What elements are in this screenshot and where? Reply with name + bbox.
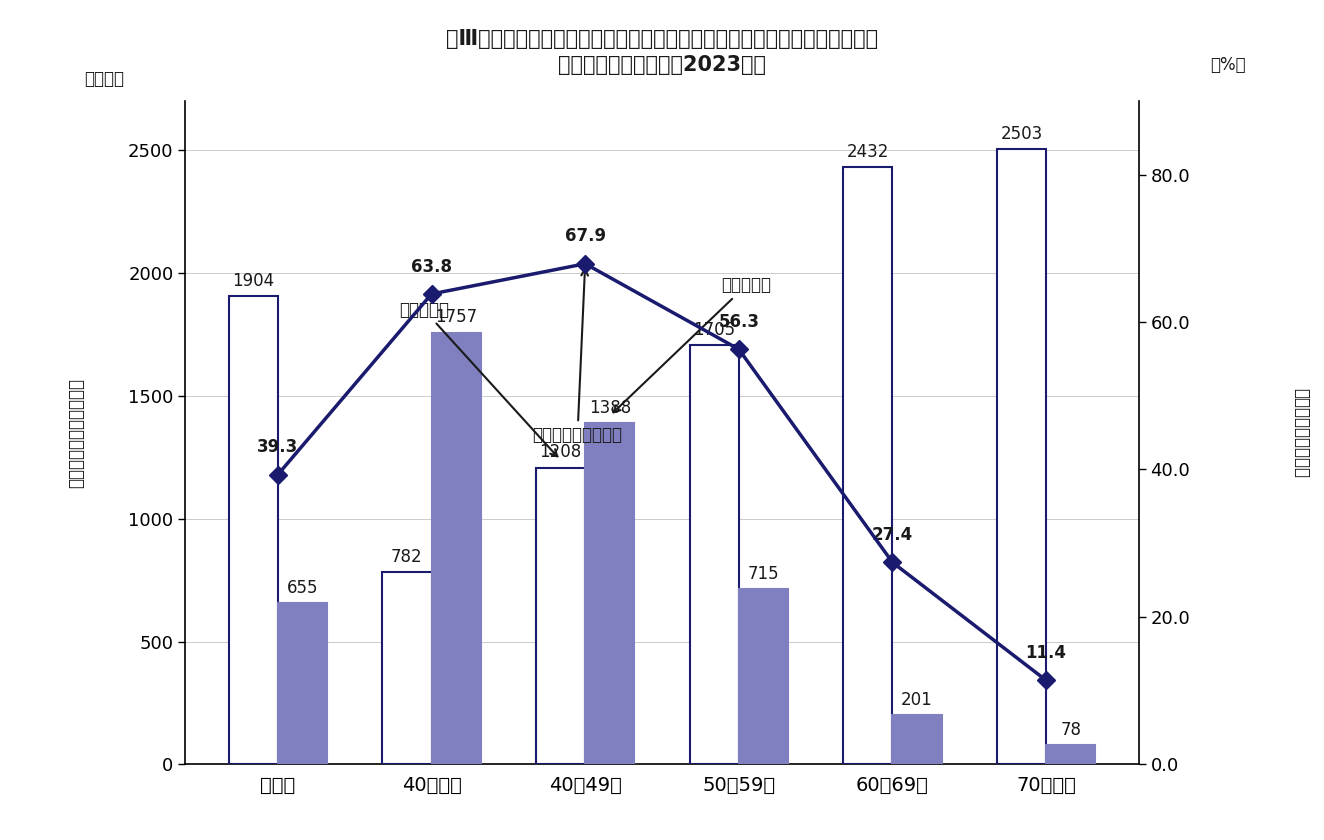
Bar xyxy=(585,423,634,764)
Text: 負債保有世帯の割合: 負債保有世帯の割合 xyxy=(1292,387,1309,478)
Text: 1904: 1904 xyxy=(232,272,274,291)
Bar xyxy=(229,297,278,764)
Text: 655: 655 xyxy=(287,580,318,597)
Text: 27.4: 27.4 xyxy=(873,526,914,544)
Bar xyxy=(278,603,327,764)
Text: 貴蓄現在高: 貴蓄現在高 xyxy=(399,301,557,456)
Text: 2432: 2432 xyxy=(847,143,890,160)
Text: （%）: （%） xyxy=(1210,56,1246,74)
Bar xyxy=(690,345,739,764)
Text: 負債保有世帯の割合: 負債保有世帯の割合 xyxy=(532,269,622,444)
Text: （二人以上の世帯）－2023年－: （二人以上の世帯）－2023年－ xyxy=(557,55,767,75)
Text: 67.9: 67.9 xyxy=(564,228,606,245)
Text: 負債現在高: 負債現在高 xyxy=(613,276,772,412)
Text: 1757: 1757 xyxy=(436,308,477,327)
Text: 56.3: 56.3 xyxy=(719,312,760,331)
Bar xyxy=(432,333,481,764)
Bar xyxy=(892,715,941,764)
Text: 1388: 1388 xyxy=(589,399,630,417)
Text: 78: 78 xyxy=(1061,721,1082,739)
Bar xyxy=(383,572,432,764)
Text: 図Ⅲ－１－１　世帯主の年齢階級別貴蓄・負債現在高、負債保有世帯の割合: 図Ⅲ－１－１ 世帯主の年齢階級別貴蓄・負債現在高、負債保有世帯の割合 xyxy=(446,29,878,50)
Text: （万円）: （万円） xyxy=(85,70,124,87)
Text: 1705: 1705 xyxy=(694,321,735,339)
Text: 63.8: 63.8 xyxy=(410,258,451,276)
Bar xyxy=(843,166,892,764)
Text: 貴蓄現在高・負債現在高: 貴蓄現在高・負債現在高 xyxy=(66,378,85,487)
Text: 782: 782 xyxy=(391,548,422,566)
Text: 1208: 1208 xyxy=(539,444,581,461)
Bar xyxy=(739,589,788,764)
Text: 715: 715 xyxy=(748,564,780,582)
Bar xyxy=(536,468,585,764)
Text: 2503: 2503 xyxy=(1001,125,1043,143)
Bar xyxy=(997,150,1046,764)
Bar xyxy=(1046,745,1095,764)
Text: 11.4: 11.4 xyxy=(1026,644,1067,662)
Text: 201: 201 xyxy=(902,690,933,709)
Text: 39.3: 39.3 xyxy=(257,438,298,456)
